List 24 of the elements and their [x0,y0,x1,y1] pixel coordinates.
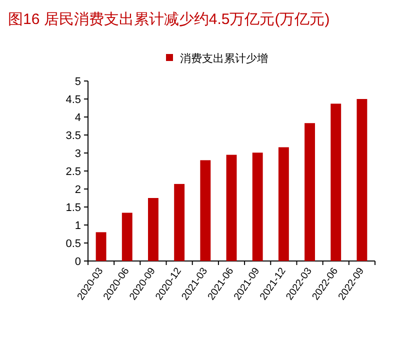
y-tick-label: 4.5 [66,94,81,106]
y-tick-label: 2.5 [66,166,81,178]
bar [252,152,263,261]
bar [356,99,368,261]
bar [174,184,185,261]
y-tick-label: 3 [74,148,81,160]
y-tick-label: 0 [74,256,81,268]
y-tick-label: 4 [74,112,81,124]
bar [278,147,289,261]
y-tick-label: 0.5 [66,238,81,250]
bar [200,160,211,261]
bar [304,123,315,261]
bar [96,232,106,261]
bar [226,154,237,261]
bar [148,198,158,261]
title: 图16 居民消费支出累计减少约4.5万亿元(万亿元) [8,11,330,28]
bar [122,212,132,261]
y-tick-label: 1 [74,220,81,232]
y-tick-label: 2 [74,184,81,196]
bar [330,104,342,261]
legend-label: 消费支出累计少增 [180,52,268,65]
y-tick-label: 5 [74,76,81,88]
y-tick-label: 1.5 [66,202,81,214]
y-tick-label: 3.5 [66,130,81,142]
